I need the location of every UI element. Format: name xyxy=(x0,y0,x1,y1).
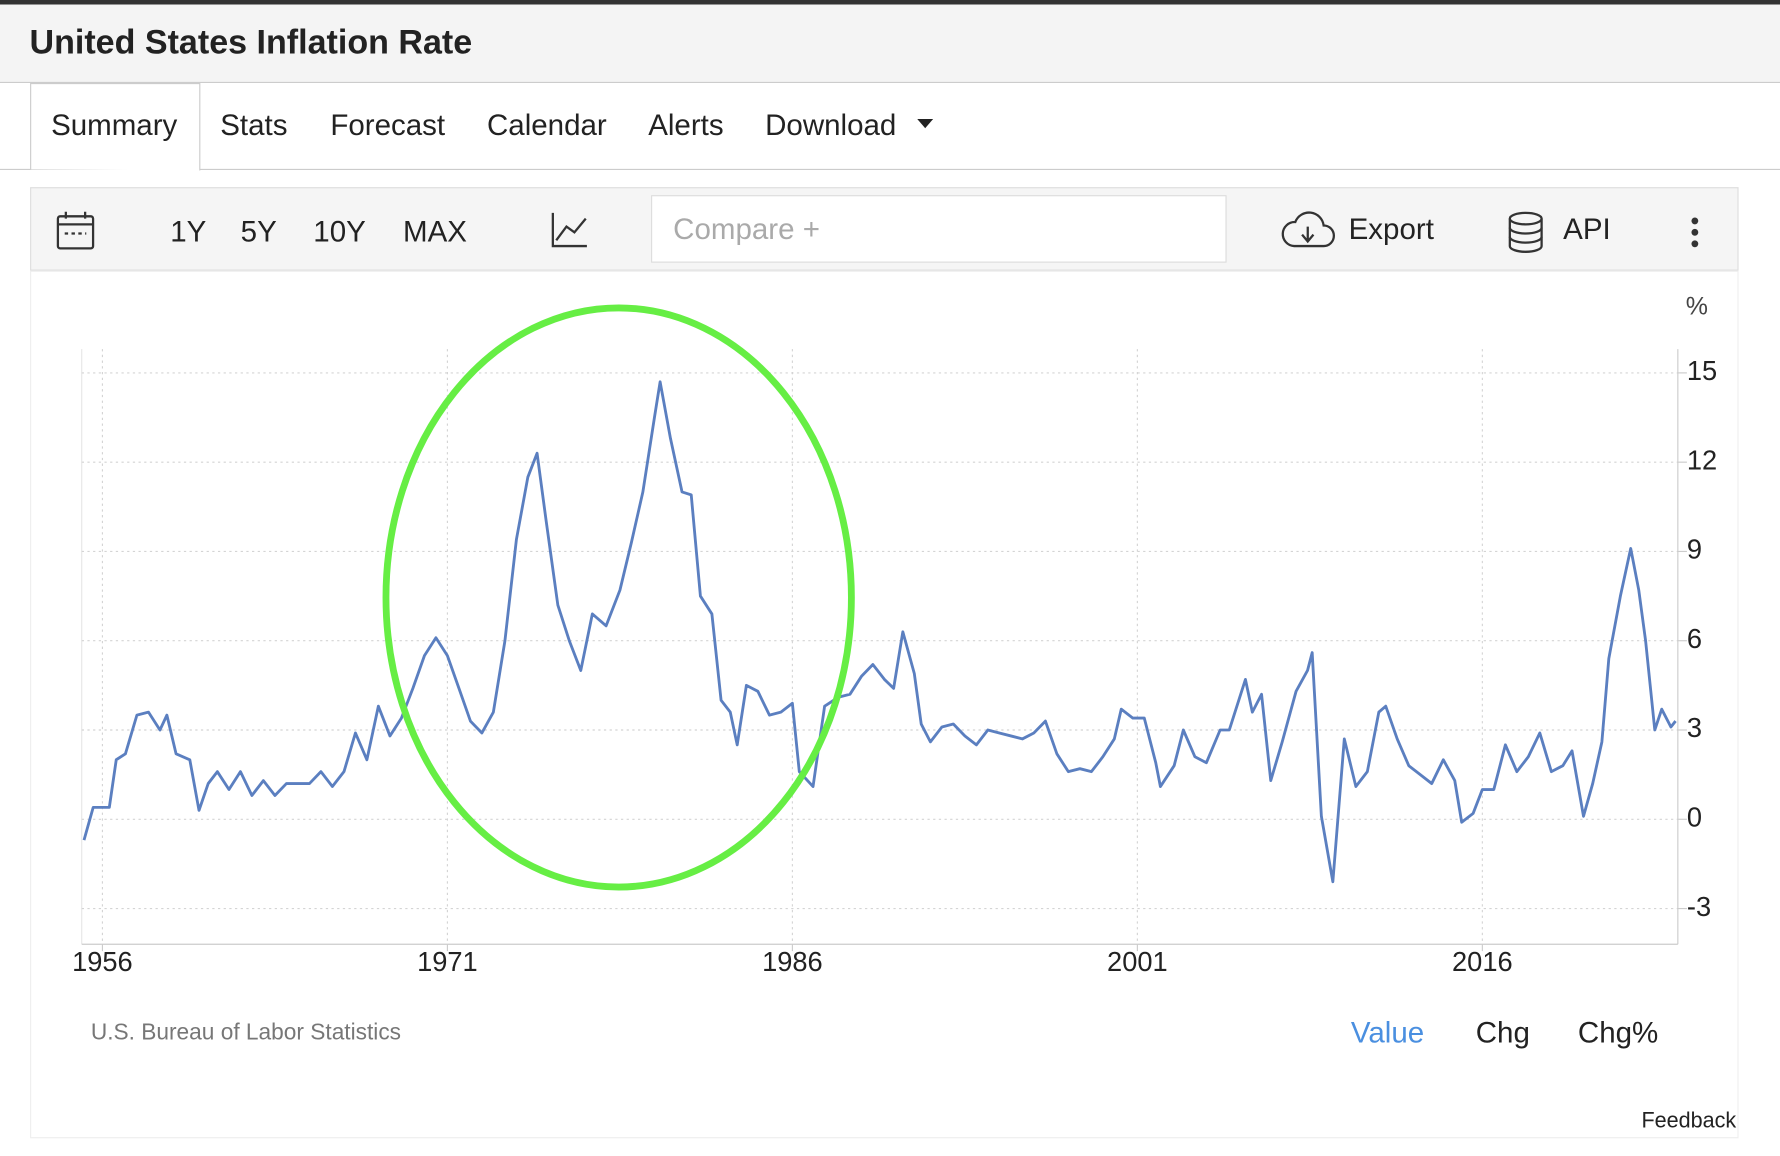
y-tick-label: 15 xyxy=(1687,355,1717,386)
y-tick-label: 0 xyxy=(1687,801,1702,832)
y-axis-unit: % xyxy=(1686,292,1708,320)
compare-placeholder: Compare + xyxy=(673,213,820,246)
y-tick-label: 9 xyxy=(1687,534,1702,565)
source-note: U.S. Bureau of Labor Statistics xyxy=(91,1018,401,1044)
inflation-line xyxy=(82,380,1677,884)
x-tick-label: 1971 xyxy=(417,946,478,977)
range-button[interactable]: 1Y xyxy=(170,215,206,248)
nav-tab[interactable]: Calendar xyxy=(487,109,607,142)
x-tick-label: 1956 xyxy=(72,946,133,977)
nav-tab[interactable]: Download xyxy=(765,109,896,142)
x-tick-label: 2001 xyxy=(1107,946,1168,977)
mode-button[interactable]: Chg xyxy=(1476,1016,1530,1049)
feedback-link[interactable]: Feedback xyxy=(1642,1107,1737,1132)
x-tick-label: 2016 xyxy=(1452,946,1513,977)
x-tick-label: 1986 xyxy=(762,946,823,977)
more-menu[interactable] xyxy=(1691,217,1699,248)
y-tick-label: 12 xyxy=(1687,444,1717,475)
api-button[interactable]: API xyxy=(1563,213,1611,246)
export-icon[interactable] xyxy=(1281,211,1335,248)
y-tick-label: 6 xyxy=(1687,623,1702,654)
chart-panel xyxy=(30,270,1739,1139)
nav-tab[interactable]: Forecast xyxy=(330,109,446,142)
y-tick-label: 3 xyxy=(1687,712,1702,743)
range-button[interactable]: MAX xyxy=(403,215,467,248)
chart-type-icon[interactable] xyxy=(551,212,587,248)
range-button[interactable]: 5Y xyxy=(241,215,277,248)
range-button[interactable]: 10Y xyxy=(313,215,366,248)
page-title: United States Inflation Rate xyxy=(30,24,473,62)
mode-button[interactable]: Chg% xyxy=(1578,1016,1658,1049)
export-button[interactable]: Export xyxy=(1349,213,1435,246)
dropdown-caret xyxy=(917,119,934,129)
api-icon[interactable] xyxy=(1508,211,1543,253)
top-border xyxy=(0,0,1780,5)
compare-input[interactable] xyxy=(651,195,1227,263)
header-bar xyxy=(0,4,1780,83)
highlight-circle xyxy=(382,304,855,891)
nav-tab[interactable]: Stats xyxy=(220,109,287,142)
y-tick-label: -3 xyxy=(1687,891,1711,922)
calendar-icon[interactable] xyxy=(56,211,95,250)
active-tab xyxy=(30,82,201,171)
mode-button[interactable]: Value xyxy=(1351,1016,1424,1049)
nav-tab[interactable]: Alerts xyxy=(648,109,723,142)
nav-tab[interactable]: Summary xyxy=(51,109,177,142)
